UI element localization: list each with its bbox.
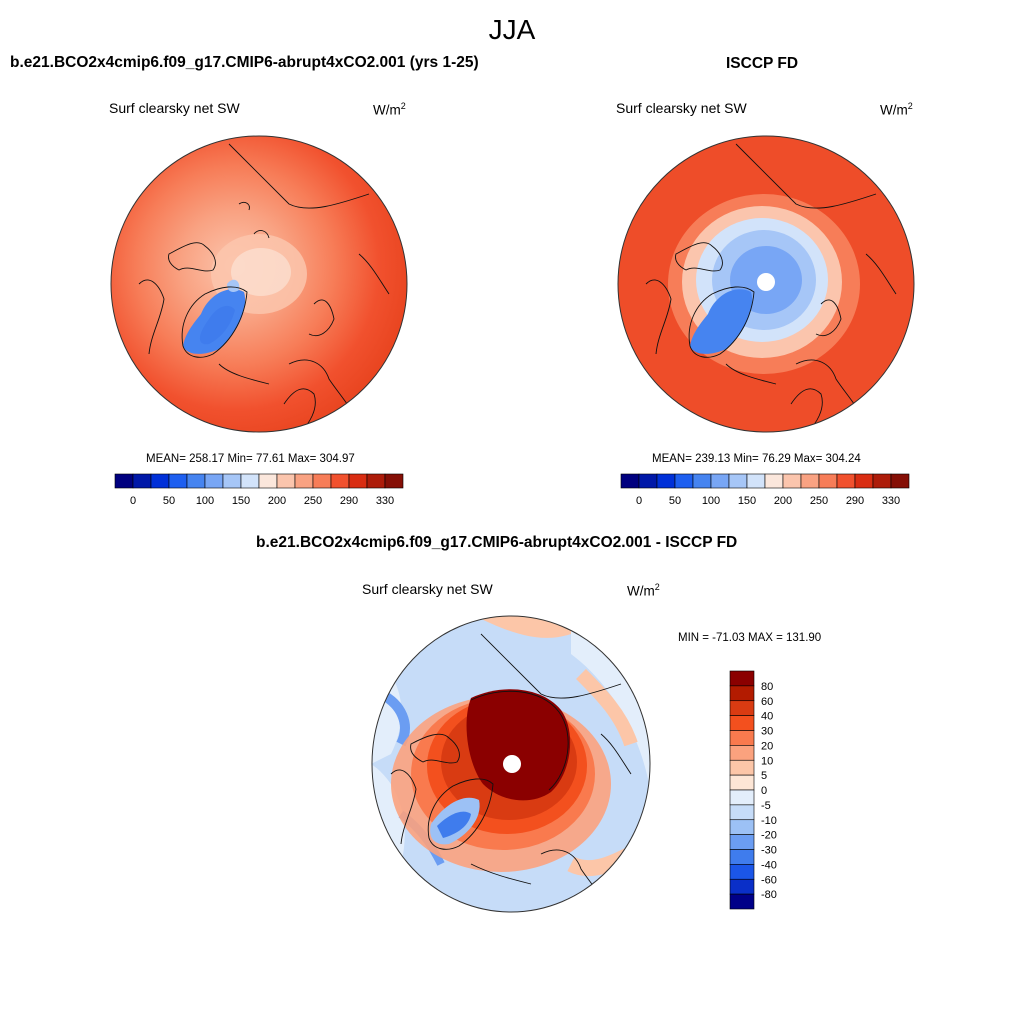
model-unit-label: W/m2 (373, 101, 406, 118)
diff-variable-label: Surf clearsky net SW (362, 581, 493, 597)
colorbar-swatch (729, 834, 755, 850)
diff-panel-title: b.e21.BCO2x4cmip6.f09_g17.CMIP6-abrupt4x… (256, 534, 738, 551)
colorbar-tick-label: 40 (761, 711, 773, 723)
colorbar-swatch (150, 473, 170, 489)
colorbar-tick-label: 50 (163, 495, 175, 507)
colorbar-tick-label: -80 (761, 889, 777, 901)
diff-colorbar: 80 60 40 30 20 10 5 0 -5 -10 -20 -30 -40 -60 -80 (729, 670, 777, 910)
colorbar-swatch (638, 473, 658, 489)
colorbar-swatch (366, 473, 386, 489)
colorbar-tick-label: 20 (761, 740, 773, 752)
obs-variable-label: Surf clearsky net SW (616, 100, 747, 116)
colorbar-tick-label: 200 (268, 495, 286, 507)
colorbar-swatch (729, 685, 755, 702)
colorbar-swatch (674, 473, 694, 489)
colorbar-swatch (692, 473, 712, 489)
colorbar-swatch (836, 473, 856, 489)
colorbar-tick-label: 250 (304, 495, 322, 507)
colorbar-tick-label: 0 (636, 495, 642, 507)
colorbar-swatch (729, 759, 755, 776)
diff-unit-label: W/m2 (627, 582, 660, 599)
colorbar-swatch (729, 864, 755, 880)
colorbar-swatch (729, 878, 755, 895)
colorbar-tick-label: -20 (761, 830, 777, 842)
colorbar-tick-label: 10 (761, 755, 773, 767)
colorbar-swatch (729, 670, 755, 687)
colorbar-tick-label: 290 (340, 495, 358, 507)
colorbar-swatch (854, 473, 874, 489)
colorbar-swatch (258, 473, 278, 489)
colorbar-swatch (656, 473, 676, 489)
colorbar-swatch (729, 700, 755, 716)
model-polar-map (110, 135, 408, 433)
colorbar-swatch (620, 473, 640, 489)
colorbar-tick-label: 100 (702, 495, 720, 507)
colorbar-tick-label: 290 (846, 495, 864, 507)
colorbar-tick-label: 330 (376, 495, 394, 507)
colorbar-swatch (818, 473, 838, 489)
obs-stats: MEAN= 239.13 Min= 76.29 Max= 304.24 (652, 453, 861, 465)
colorbar-swatch (348, 473, 368, 489)
model-variable-label: Surf clearsky net SW (109, 100, 240, 116)
obs-unit-label: W/m2 (880, 101, 913, 118)
colorbar-swatch (729, 715, 755, 731)
colorbar-swatch (222, 473, 242, 489)
colorbar-tick-label: -5 (761, 800, 771, 812)
colorbar-swatch (764, 473, 784, 489)
model-stats: MEAN= 258.17 Min= 77.61 Max= 304.97 (146, 453, 355, 465)
colorbar-tick-label: -30 (761, 845, 777, 857)
colorbar-tick-label: 150 (738, 495, 756, 507)
colorbar-swatch (312, 473, 332, 489)
colorbar-swatch (729, 893, 755, 910)
colorbar-tick-label: -60 (761, 874, 777, 886)
page-title: JJA (488, 14, 536, 45)
colorbar-swatch (729, 774, 755, 791)
colorbar-tick-label: 60 (761, 696, 773, 708)
colorbar-swatch (729, 819, 755, 835)
colorbar-swatch (729, 789, 755, 806)
obs-colorbar: 0 50 100 150 200 250 290 330 (620, 473, 910, 507)
colorbar-swatch (710, 473, 730, 489)
obs-panel-title: ISCCP FD (726, 55, 799, 72)
colorbar-tick-label: 5 (761, 770, 767, 782)
colorbar-swatch (294, 473, 314, 489)
colorbar-tick-label: 100 (196, 495, 214, 507)
diff-stats: MIN = -71.03 MAX = 131.90 (678, 632, 822, 644)
colorbar-tick-label: 250 (810, 495, 828, 507)
colorbar-swatch (729, 849, 755, 865)
colorbar-tick-label: 30 (761, 726, 773, 738)
colorbar-swatch (168, 473, 188, 489)
colorbar-swatch (330, 473, 350, 489)
colorbar-swatch (204, 473, 224, 489)
colorbar-swatch (729, 745, 755, 761)
colorbar-swatch (800, 473, 820, 489)
colorbar-swatch (729, 804, 755, 821)
colorbar-swatch (872, 473, 892, 489)
colorbar-swatch (240, 473, 260, 489)
colorbar-tick-label: 80 (761, 681, 773, 693)
colorbar-swatch (746, 473, 766, 489)
colorbar-swatch (729, 730, 755, 746)
obs-polar-map (617, 135, 915, 433)
diff-polar-map (371, 615, 651, 913)
colorbar-swatch (728, 473, 748, 489)
colorbar-swatch (132, 473, 152, 489)
colorbar-tick-label: 200 (774, 495, 792, 507)
colorbar-tick-label: 330 (882, 495, 900, 507)
colorbar-tick-label: -40 (761, 859, 777, 871)
colorbar-swatch (890, 473, 910, 489)
model-panel-title: b.e21.BCO2x4cmip6.f09_g17.CMIP6-abrupt4x… (10, 54, 479, 71)
colorbar-swatch (186, 473, 206, 489)
colorbar-tick-label: 0 (761, 785, 767, 797)
colorbar-tick-label: 150 (232, 495, 250, 507)
colorbar-swatch (114, 473, 134, 489)
colorbar-swatch (384, 473, 404, 489)
model-colorbar: 0 50 100 150 200 250 290 330 (114, 473, 404, 507)
colorbar-tick-label: 50 (669, 495, 681, 507)
colorbar-tick-label: -10 (761, 815, 777, 827)
colorbar-swatch (276, 473, 296, 489)
colorbar-tick-label: 0 (130, 495, 136, 507)
colorbar-swatch (782, 473, 802, 489)
